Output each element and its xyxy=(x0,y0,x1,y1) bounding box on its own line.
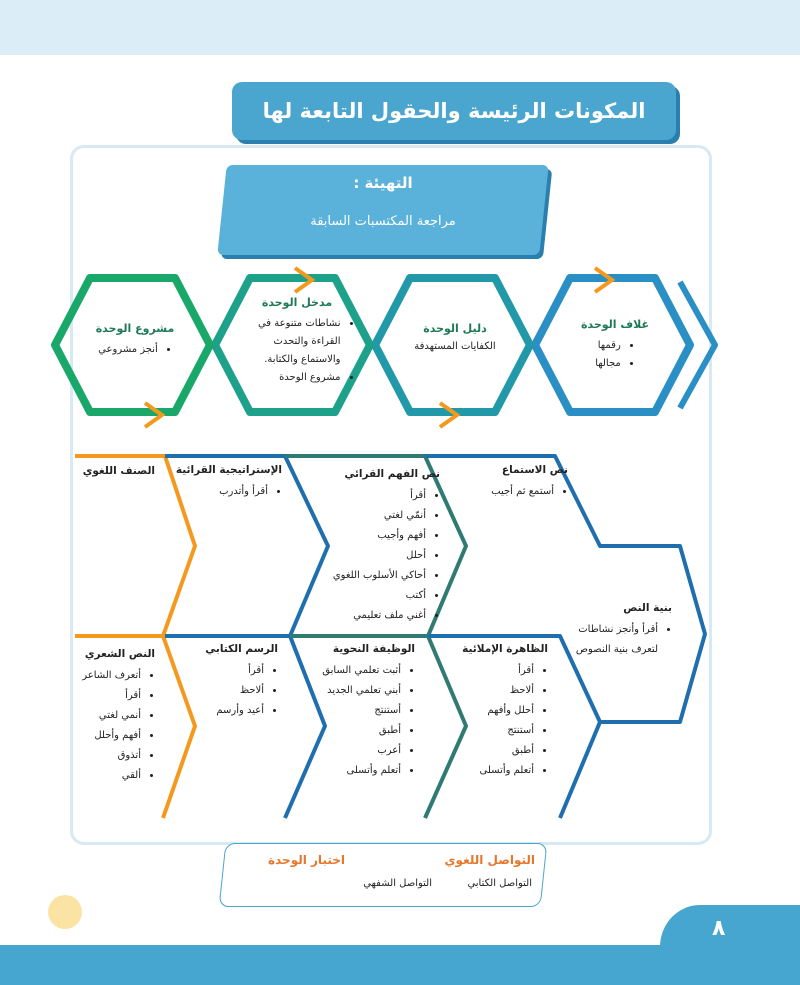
list-item: ألاحظ xyxy=(205,681,264,701)
chevron-end xyxy=(677,280,718,410)
list-item: أقرأ وأتدرب xyxy=(176,482,268,502)
block-listening: نص الاستماع أستمع ثم أجيب xyxy=(491,464,568,502)
page-number: ٨ xyxy=(712,916,726,941)
bullet-list: أقرأ وأنجز نشاطات لتعرف بنية النصوص xyxy=(562,620,672,660)
hexagon-cover xyxy=(531,274,694,416)
list-item: رقمها xyxy=(595,337,621,355)
list-item: أطبق xyxy=(462,741,534,761)
list-item: أقرأ xyxy=(205,661,264,681)
hex-guide-text: دليل الوحدة الكفايات المستهدفة xyxy=(395,322,515,352)
hex-title: دليل الوحدة xyxy=(423,322,487,335)
list-item: أستمع ثم أجيب xyxy=(491,482,554,502)
unit-test-title: اختبار الوحدة xyxy=(268,853,345,867)
list-item: أنجز مشروعي xyxy=(98,341,158,359)
orange-chevron xyxy=(293,266,316,294)
block-title: نص الاستماع xyxy=(501,464,568,476)
block-writing: الرسم الكتابي أقرأألاحظأعيد وأرسم xyxy=(205,643,278,721)
list-item: أغني ملف تعليمي xyxy=(333,606,426,626)
orange-chevron xyxy=(593,266,616,294)
list-item: أتذوق xyxy=(82,746,141,766)
list-item: أحلل وأفهم xyxy=(462,701,534,721)
intro-subtitle: مراجعة المكتسبات السابقة xyxy=(310,214,456,229)
block-title: الرسم الكتابي xyxy=(205,643,278,655)
list-item: أستنتج xyxy=(322,701,401,721)
hexagon-project xyxy=(51,274,214,416)
block-text-structure: بنية النص أقرأ وأنجز نشاطات لتعرف بنية ال… xyxy=(562,602,672,660)
page-title: المكونات الرئيسة والحقول التابعة لها xyxy=(232,82,676,140)
written-communication: التواصل الكتابي xyxy=(467,878,532,889)
list-item: أقرأ xyxy=(333,486,426,506)
hex-project-text: مشروع الوحدة أنجز مشروعي xyxy=(75,322,195,359)
block-title: الصنف اللغوي xyxy=(82,465,155,477)
hex-cover-text: غلاف الوحدة رقمهامجالها xyxy=(555,318,675,373)
list-item: أفهم وأجيب xyxy=(333,526,426,546)
block-title: الإستراتيجية القرائية xyxy=(175,464,282,476)
block-spelling: الظاهرة الإملائية أقرأألاحظأحلل وأفهمأستن… xyxy=(462,643,548,781)
list-item: أطبق xyxy=(322,721,401,741)
list-item: أعيد وأرسم xyxy=(205,701,264,721)
orange-chevron xyxy=(143,401,166,429)
block-title: النص الشعري xyxy=(84,648,155,660)
bullet-list: أقرأألاحظأحلل وأفهمأستنتجأطبقأتعلم وأتسل… xyxy=(462,661,548,781)
footer-band xyxy=(0,945,800,985)
block-genre: الصنف اللغوي xyxy=(83,465,155,483)
bullet-list: أقرأأنمّي لغتيأفهم وأجيبأحللأحاكي الأسلو… xyxy=(333,486,440,626)
block-grammar: الوظيفة النحوية أثبت تعلمي السابقأبني تعل… xyxy=(322,643,415,781)
hex-title: غلاف الوحدة xyxy=(580,318,650,331)
block-title: الظاهرة الإملائية xyxy=(462,643,548,655)
communication-title: التواصل اللغوي xyxy=(444,853,535,867)
bullet-list: أقرأ وأتدرب xyxy=(176,482,282,502)
hex-title: مدخل الوحدة xyxy=(261,296,333,309)
block-strategy: الإستراتيجية القرائية أقرأ وأتدرب xyxy=(176,464,282,502)
list-item: أحلل xyxy=(333,546,426,566)
block-title: بنية النص xyxy=(623,602,672,614)
list-item: أحاكي الأسلوب اللغوي xyxy=(333,566,426,586)
hexagon-intro xyxy=(211,274,374,416)
bullet-list: نشاطات متنوعة في القراءة والتحدث والاستم… xyxy=(240,315,355,387)
list-item: أعرب xyxy=(322,741,401,761)
bullet-list: أنجز مشروعي xyxy=(98,341,172,359)
block-title: الوظيفة النحوية xyxy=(332,643,415,655)
list-item: أنمّي لغتي xyxy=(333,506,426,526)
list-item: أتعرف الشاعر xyxy=(82,666,141,686)
oral-communication: التواصل الشفهي xyxy=(363,878,432,889)
page-number-tab xyxy=(660,905,800,947)
list-item: أثبت تعلمي السابق xyxy=(322,661,401,681)
hex-text: الكفايات المستهدفة xyxy=(414,341,496,352)
orange-chevron xyxy=(438,401,461,429)
list-item: أكتب xyxy=(333,586,426,606)
bullet-list: أستمع ثم أجيب xyxy=(491,482,568,502)
hexagon-guide xyxy=(371,274,534,416)
bullet-list: أثبت تعلمي السابقأبني تعلمي الجديدأستنتج… xyxy=(322,661,415,781)
list-item: أستنتج xyxy=(462,721,534,741)
list-item: نشاطات متنوعة في القراءة والتحدث والاستم… xyxy=(240,315,341,369)
publisher-logo xyxy=(48,895,82,929)
list-item: أقرأ xyxy=(462,661,534,681)
list-item: أنمي لغتي xyxy=(82,706,141,726)
list-item: أتعلم وأتسلى xyxy=(462,761,535,781)
hex-intro-text: مدخل الوحدة نشاطات متنوعة في القراءة والت… xyxy=(232,296,362,387)
list-item: مجالها xyxy=(595,355,621,373)
block-poetry: النص الشعري أتعرف الشاعرأقرأأنمي لغتيأفهم… xyxy=(82,648,155,786)
bullet-list: أقرأألاحظأعيد وأرسم xyxy=(205,661,278,721)
list-item: أقرأ وأنجز نشاطات لتعرف بنية النصوص xyxy=(562,620,658,660)
block-title: نص الفهم القرائي xyxy=(344,468,440,480)
bullet-list: رقمهامجالها xyxy=(595,337,635,373)
decorative-header-band xyxy=(0,0,800,55)
list-item: مشروع الوحدة xyxy=(240,369,340,387)
block-reading: نص الفهم القرائي أقرأأنمّي لغتيأفهم وأجيب… xyxy=(333,468,440,626)
list-item: أبني تعلمي الجديد xyxy=(322,681,401,701)
list-item: أتعلم وأتسلى xyxy=(322,761,402,781)
list-item: أقرأ xyxy=(82,686,141,706)
list-item: ألقي xyxy=(82,766,141,786)
bullet-list: أتعرف الشاعرأقرأأنمي لغتيأفهم وأحللأتذوق… xyxy=(82,666,155,786)
hex-title: مشروع الوحدة xyxy=(95,322,175,335)
list-item: ألاحظ xyxy=(462,681,534,701)
intro-title: التهيئة : xyxy=(353,174,413,192)
list-item: أفهم وأحلل xyxy=(82,726,141,746)
